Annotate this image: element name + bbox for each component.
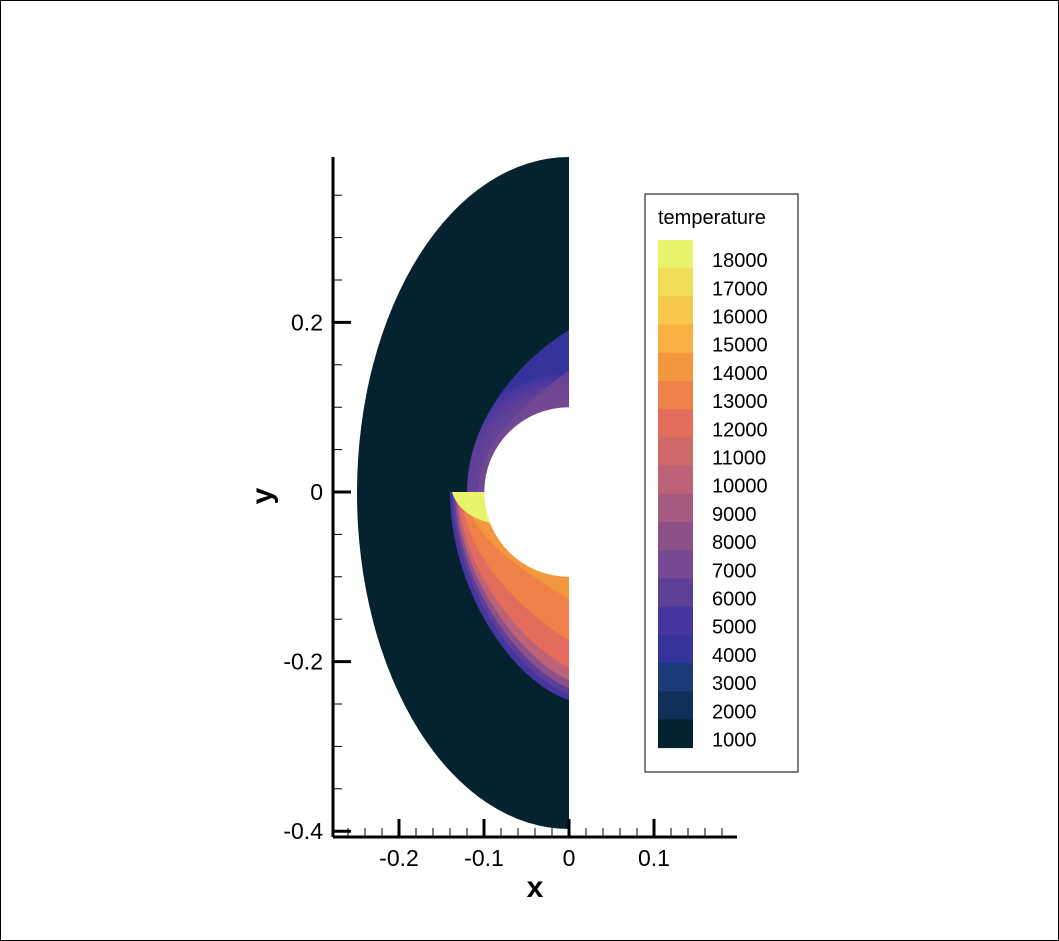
- legend-label-3000: 3000: [712, 673, 757, 695]
- x-tick-label: 0: [563, 845, 576, 871]
- legend-label-15000: 15000: [712, 335, 768, 357]
- legend-swatch-3000: [658, 663, 693, 692]
- y-axis-tick-labels: 0.2 0 -0.2 -0.4: [283, 309, 323, 844]
- legend-label-4000: 4000: [712, 645, 757, 667]
- legend-swatch-12000: [658, 409, 693, 438]
- y-tick-label: -0.2: [283, 649, 323, 675]
- x-axis-title: x: [527, 871, 544, 904]
- legend-swatch-16000: [658, 296, 693, 326]
- y-axis-ticks: [333, 194, 351, 833]
- legend-label-11000: 11000: [712, 448, 766, 470]
- legend-swatch-13000: [658, 381, 693, 410]
- legend-swatch-7000: [658, 550, 693, 579]
- legend-label-6000: 6000: [712, 589, 757, 611]
- legend-swatch-8000: [658, 522, 693, 551]
- y-tick-label: 0: [310, 479, 323, 505]
- legend-swatch-18000: [658, 240, 693, 269]
- x-axis-tick-labels: -0.2 -0.1 0 0.1: [379, 845, 670, 871]
- legend-label-5000: 5000: [712, 617, 757, 639]
- legend-label-10000: 10000: [712, 476, 768, 498]
- legend-label-2000: 2000: [712, 701, 757, 723]
- legend-label-12000: 12000: [712, 419, 768, 441]
- y-tick-label: 0.2: [291, 309, 323, 335]
- legend-label-18000: 18000: [712, 250, 768, 272]
- legend-items: 18000 17000 16000 15000 14000 13000 12000 11000…: [658, 240, 768, 752]
- legend-swatch-1000: [658, 719, 693, 749]
- legend-swatch-6000: [658, 578, 693, 608]
- legend-swatch-11000: [658, 437, 693, 467]
- sphere-body: [484, 407, 569, 577]
- lower-band-14000: [466, 492, 569, 600]
- temperature-legend: temperature 18000 17000 16000 15000 14000 130…: [644, 193, 799, 773]
- legend-swatch-9000: [658, 493, 693, 523]
- legend-swatch-10000: [658, 465, 693, 495]
- legend-label-7000: 7000: [712, 560, 757, 582]
- x-axis-ticks: [347, 819, 723, 837]
- x-tick-label: -0.2: [379, 845, 419, 871]
- legend-swatch-14000: [658, 352, 693, 382]
- axes: 0.2 0 -0.2 -0.4 -0.2 -0.1 0 0.1 x y: [246, 157, 737, 904]
- x-tick-label: -0.1: [464, 845, 504, 871]
- legend-swatch-17000: [658, 268, 693, 297]
- legend-label-8000: 8000: [712, 532, 757, 554]
- legend-label-1000: 1000: [712, 730, 757, 752]
- upper-contour-bands: [478, 370, 569, 492]
- legend-swatch-15000: [658, 324, 693, 354]
- legend-swatch-2000: [658, 691, 693, 720]
- legend-label-14000: 14000: [712, 363, 768, 385]
- lower-band-18000: [452, 492, 499, 524]
- legend-label-16000: 16000: [712, 307, 768, 329]
- x-tick-label: 0.1: [638, 845, 670, 871]
- legend-label-13000: 13000: [712, 391, 768, 413]
- legend-label-9000: 9000: [712, 504, 757, 526]
- legend-label-17000: 17000: [712, 278, 768, 300]
- legend-swatch-4000: [658, 634, 693, 664]
- upper-band-7000: [478, 370, 569, 492]
- legend-swatch-5000: [658, 606, 693, 636]
- y-axis-title: y: [246, 487, 279, 504]
- y-tick-label: -0.4: [283, 818, 323, 844]
- legend-title: temperature: [658, 207, 766, 229]
